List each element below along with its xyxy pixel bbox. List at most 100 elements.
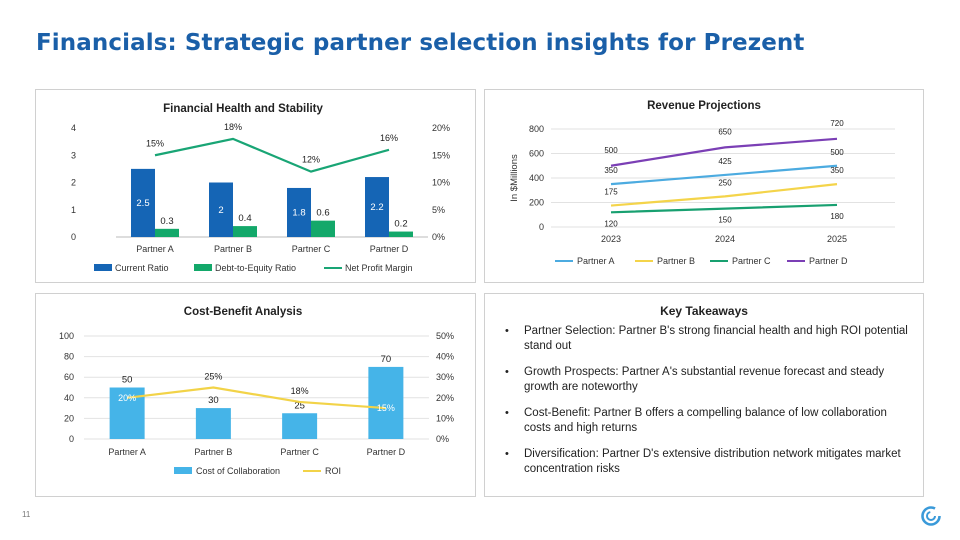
y2-tick-label: 15% <box>432 150 450 160</box>
x-tick-label: Partner D <box>367 447 406 457</box>
x-tick-label: Partner C <box>292 244 331 254</box>
x-tick-label: 2023 <box>601 234 621 244</box>
data-label-cost: 25 <box>294 400 305 411</box>
series-line-roi <box>126 386 386 410</box>
y-tick-label: 100 <box>59 331 74 341</box>
data-label: 500 <box>830 148 844 157</box>
y2-tick-label: 10% <box>432 178 450 188</box>
legend-swatch <box>174 467 192 474</box>
bar-cost-of-collaboration <box>368 366 404 439</box>
y-tick-label: 40 <box>64 393 74 403</box>
takeaway-item: • Diversification: Partner D's extensive … <box>503 447 908 477</box>
takeaway-text: Cost-Benefit: Partner B offers a compell… <box>524 407 887 434</box>
data-label-current-ratio: 2.2 <box>370 202 383 213</box>
key-takeaways-list: • Partner Selection: Partner B's strong f… <box>503 324 908 488</box>
financial-health-panel: Financial Health and Stability 0 1 2 3 4 0% 5% 1… <box>35 89 476 283</box>
bullet-icon: • <box>505 407 509 419</box>
bar-debt-to-equity <box>311 220 335 237</box>
takeaway-text: Growth Prospects: Partner A's substantia… <box>524 366 885 393</box>
key-takeaways-panel: Key Takeaways • Partner Selection: Partne… <box>484 293 924 497</box>
takeaway-item: • Partner Selection: Partner B's strong f… <box>503 324 908 354</box>
y-axis-label: In $Millions <box>509 154 520 202</box>
data-label-roi: 15% <box>377 403 395 413</box>
x-tick-label: Partner B <box>194 447 232 457</box>
bar-current-ratio <box>131 168 155 237</box>
data-label-current-ratio: 1.8 <box>292 207 305 218</box>
data-label-roi: 18% <box>291 386 309 396</box>
series-line-net-profit-margin <box>154 137 390 173</box>
data-label-debt-to-equity: 0.2 <box>394 219 407 230</box>
bar-current-ratio <box>365 177 389 237</box>
data-label: 175 <box>604 188 618 197</box>
takeaway-item: • Cost-Benefit: Partner B offers a compel… <box>503 406 908 436</box>
y-tick-label: 800 <box>529 124 544 134</box>
data-label-cost: 50 <box>122 375 133 386</box>
series-line-partner-c <box>610 203 838 214</box>
data-label: 180 <box>830 212 844 221</box>
data-label-debt-to-equity: 0.3 <box>160 216 173 227</box>
y-tick-label: 60 <box>64 372 74 382</box>
y-tick-label: 2 <box>71 178 76 188</box>
bullet-icon: • <box>505 448 509 460</box>
data-label: 720 <box>830 119 844 128</box>
legend-swatch <box>194 264 212 271</box>
bar-debt-to-equity <box>233 226 257 237</box>
y-tick-label: 4 <box>71 123 76 133</box>
y2-tick-label: 20% <box>436 393 454 403</box>
page-number: 11 <box>22 510 31 519</box>
y-tick-label: 20 <box>64 413 74 423</box>
legend-label: ROI <box>325 466 341 476</box>
data-label-net-profit-margin: 15% <box>146 138 164 148</box>
y2-tick-label: 40% <box>436 352 454 362</box>
y-tick-label: 200 <box>529 198 544 208</box>
data-label-net-profit-margin: 16% <box>380 133 398 143</box>
takeaway-text: Partner Selection: Partner B's strong fi… <box>524 325 908 352</box>
data-label-roi: 25% <box>204 372 222 382</box>
chart-title: Financial Health and Stability <box>163 103 323 115</box>
data-label-debt-to-equity: 0.4 <box>238 213 251 224</box>
data-label: 350 <box>830 166 844 175</box>
y2-tick-label: 5% <box>432 205 445 215</box>
x-tick-label: Partner B <box>214 244 252 254</box>
data-label: 500 <box>604 146 618 155</box>
data-label-net-profit-margin: 12% <box>302 155 320 165</box>
y2-tick-label: 10% <box>436 413 454 423</box>
bar-current-ratio <box>209 182 233 237</box>
data-label: 150 <box>718 216 732 225</box>
y-tick-label: 80 <box>64 352 74 362</box>
x-tick-label: Partner A <box>136 244 174 254</box>
y-tick-label: 0 <box>69 434 74 444</box>
revenue-projections-chart: Revenue Projections 0 200 400 600 800 In $Mill… <box>509 100 895 266</box>
y2-tick-label: 0% <box>436 434 449 444</box>
y2-tick-label: 20% <box>432 123 450 133</box>
bar-debt-to-equity <box>389 231 413 237</box>
x-tick-label: 2025 <box>827 234 847 244</box>
y2-tick-label: 30% <box>436 372 454 382</box>
data-label-debt-to-equity: 0.6 <box>316 208 329 219</box>
bullet-icon: • <box>505 366 509 378</box>
legend-label: Partner A <box>577 256 615 266</box>
y-tick-label: 1 <box>71 205 76 215</box>
bullet-icon: • <box>505 325 509 337</box>
data-label-cost: 70 <box>381 354 392 365</box>
chart-title: Cost-Benefit Analysis <box>184 306 302 318</box>
x-tick-label: Partner D <box>370 244 409 254</box>
legend-label: Partner D <box>809 256 848 266</box>
bar-cost-of-collaboration <box>195 408 231 439</box>
x-tick-label: 2024 <box>715 234 735 244</box>
x-tick-label: Partner C <box>280 447 319 457</box>
y-tick-label: 0 <box>71 232 76 242</box>
revenue-projections-panel: Revenue Projections 0 200 400 600 800 In $Mill… <box>484 89 924 283</box>
data-label: 250 <box>718 178 732 187</box>
legend-label: Debt-to-Equity Ratio <box>215 263 296 273</box>
bar-debt-to-equity <box>155 228 179 237</box>
legend-label: Partner C <box>732 256 771 266</box>
y2-tick-label: 50% <box>436 331 454 341</box>
financial-health-chart: Financial Health and Stability 0 1 2 3 4 0% 5% 1… <box>71 103 450 273</box>
legend-swatch <box>94 264 112 271</box>
data-label: 350 <box>604 166 618 175</box>
page-title: Financials: Strategic partner selection … <box>36 30 805 56</box>
takeaway-item: • Growth Prospects: Partner A's substanti… <box>503 365 908 395</box>
chart-title: Revenue Projections <box>647 100 761 112</box>
legend-label: Current Ratio <box>115 263 169 273</box>
